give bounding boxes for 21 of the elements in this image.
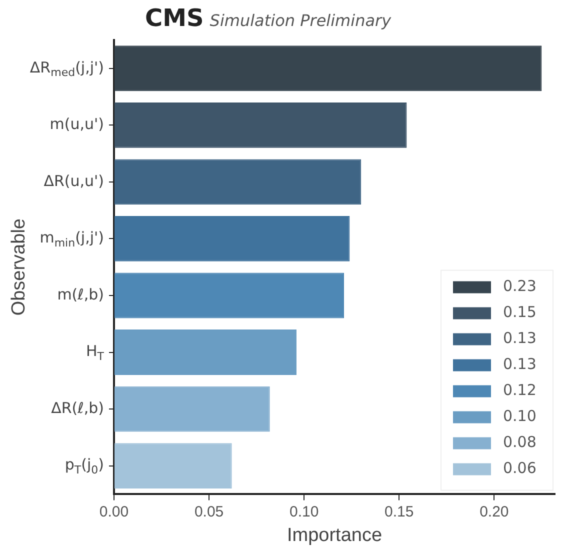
y-axis-title: Observable	[8, 218, 30, 316]
y-tick-label: ΔR(u,u')	[44, 172, 104, 190]
y-tick-label: m(ℓ,b)	[57, 285, 104, 304]
legend-label: 0.15	[503, 303, 536, 322]
x-tick-label: 0.20	[480, 503, 509, 520]
y-tick-label: m(u,u')	[50, 115, 104, 134]
chart-subtitle: Simulation Preliminary	[210, 11, 392, 30]
legend-label: 0.13	[503, 355, 536, 374]
y-tick-label: ΔR(ℓ,b)	[51, 398, 104, 417]
chart-title: CMS	[145, 4, 204, 32]
legend-label: 0.08	[503, 433, 536, 452]
legend-label: 0.13	[503, 329, 536, 348]
x-axis-title: Importance	[286, 524, 382, 546]
legend-label: 0.23	[503, 277, 536, 296]
x-tick-label: 0.10	[289, 503, 319, 520]
x-tick-label: 0.05	[194, 503, 224, 520]
legend-label: 0.06	[503, 459, 536, 478]
x-tick-label: 0.15	[384, 503, 414, 520]
legend-label: 0.12	[503, 381, 536, 400]
legend-label: 0.10	[503, 407, 536, 426]
x-tick-label: 0.00	[99, 503, 129, 520]
